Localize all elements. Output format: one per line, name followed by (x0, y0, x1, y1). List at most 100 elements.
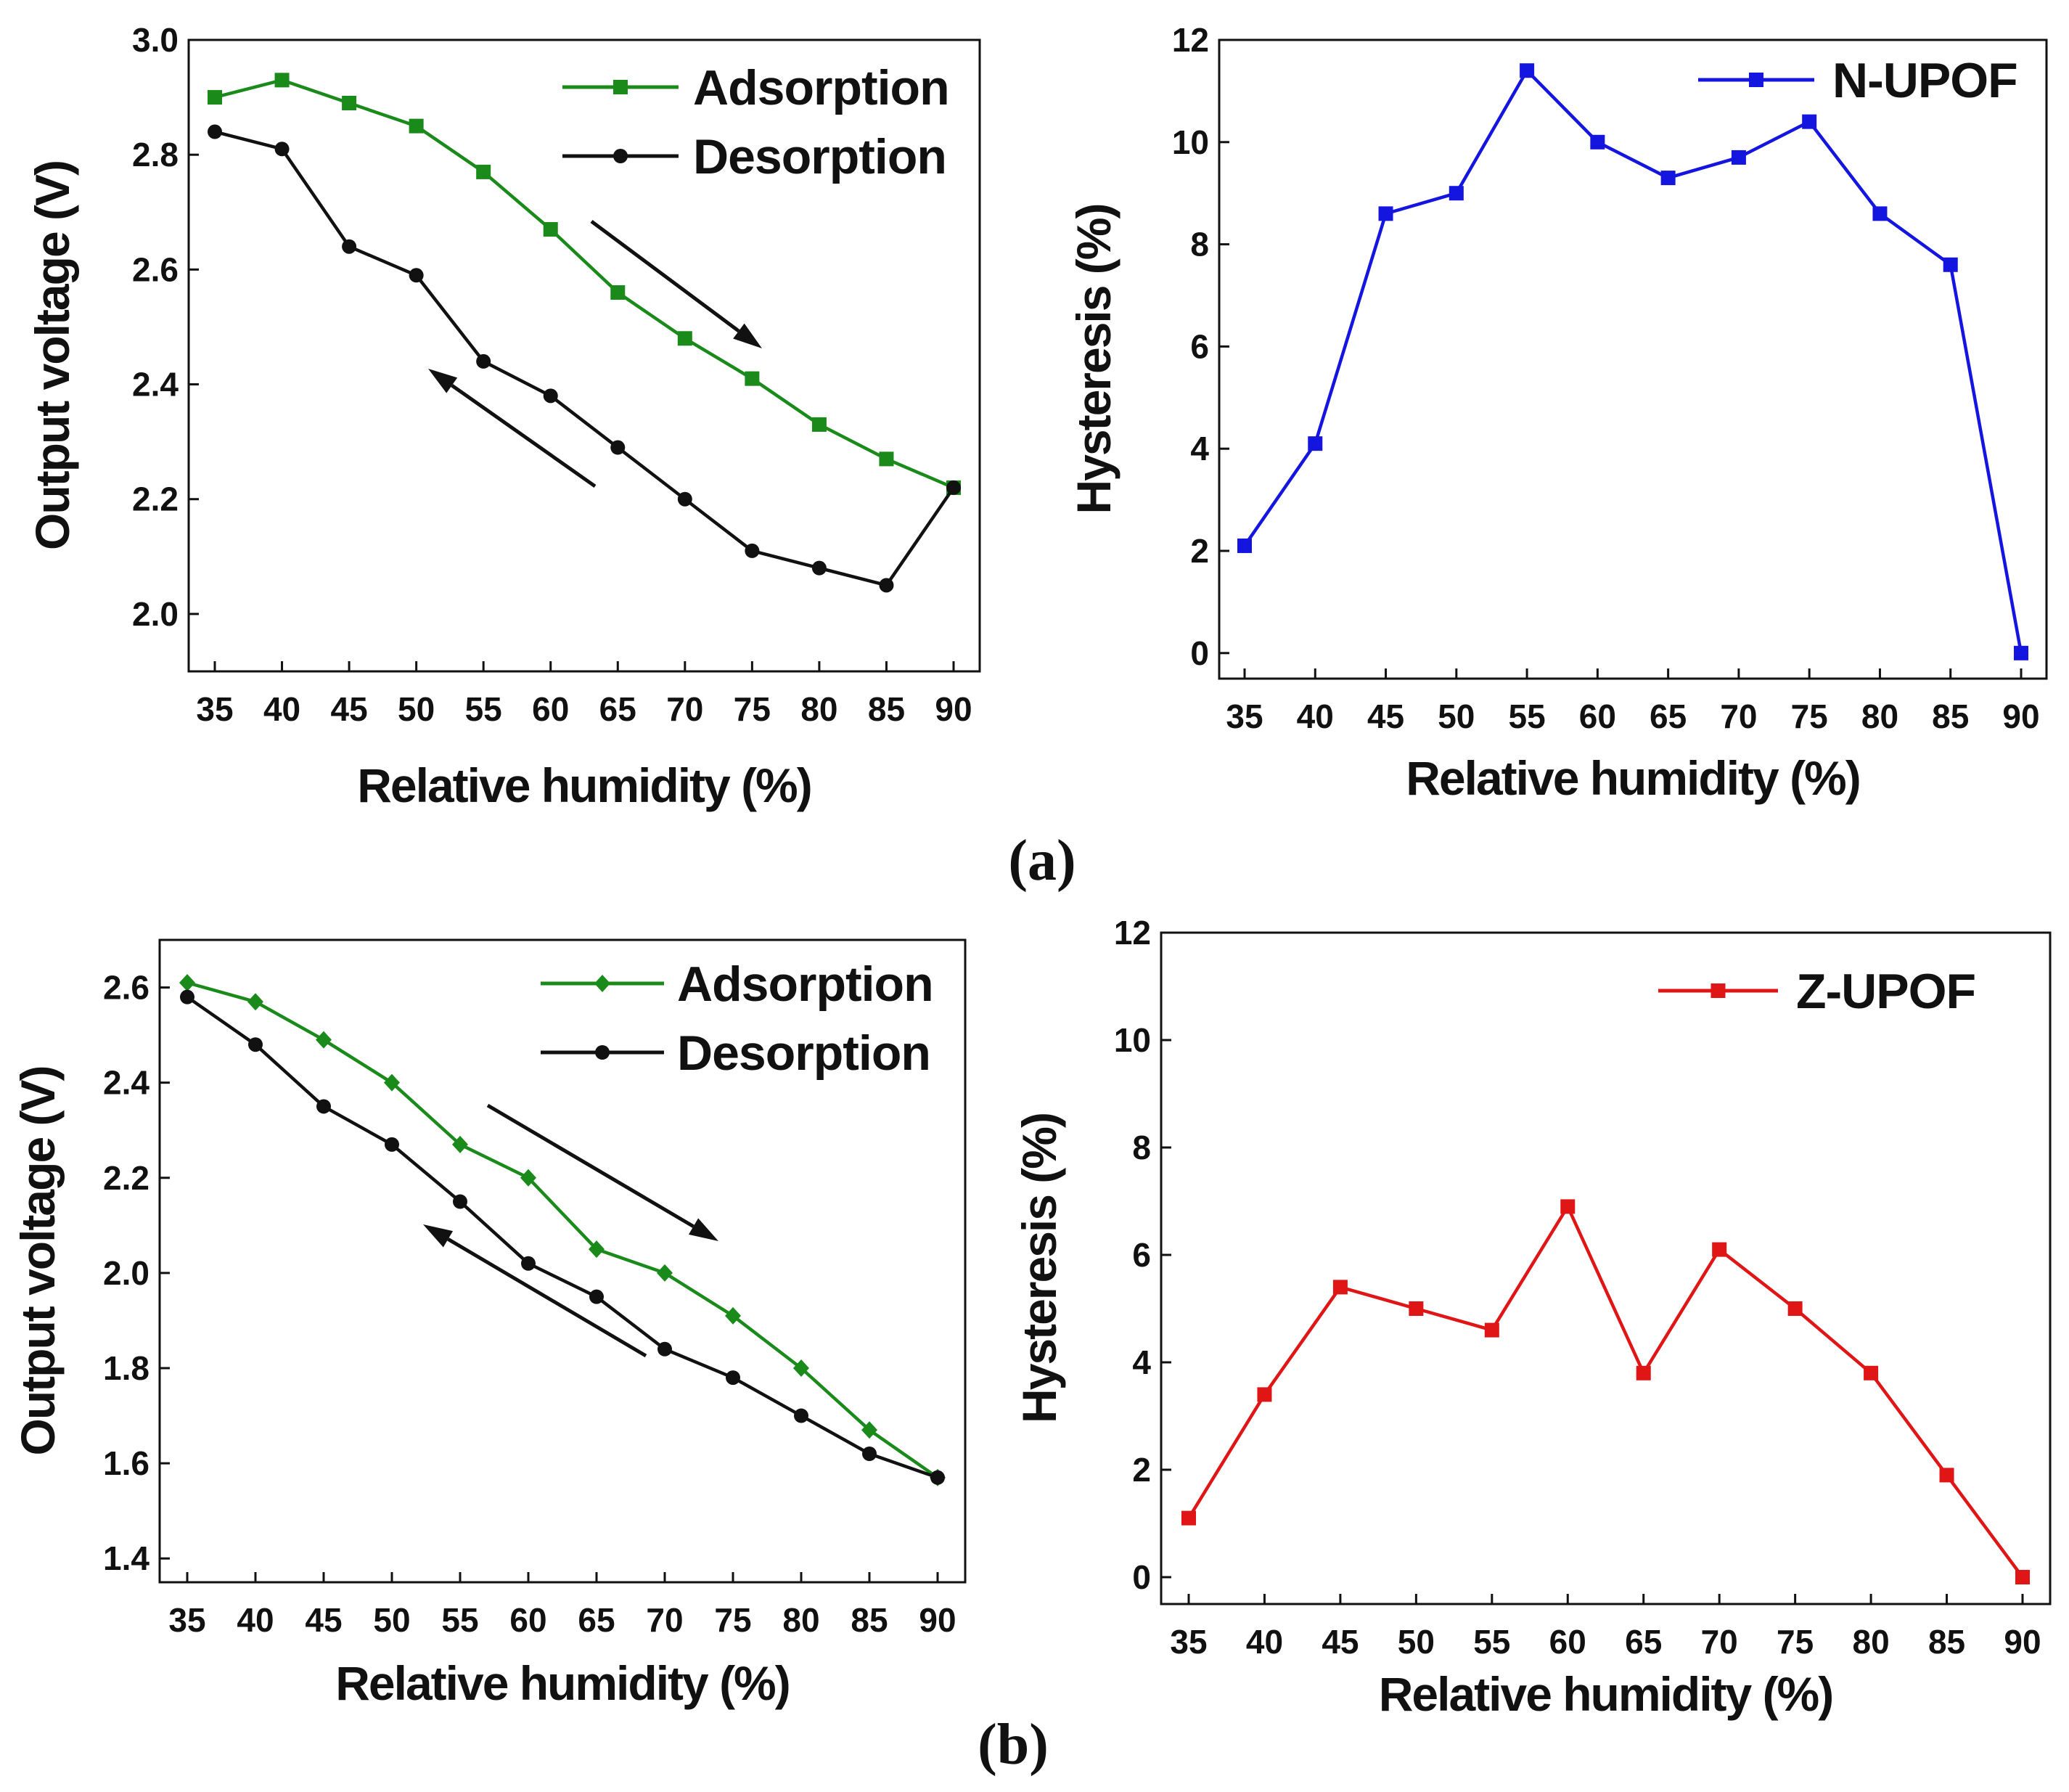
data-point (1409, 1301, 1424, 1316)
panel-label-a: (a) (1008, 829, 1076, 893)
legend-entry-desorption: Desorption (562, 129, 947, 184)
x-tick-label: 75 (734, 690, 771, 728)
data-point (247, 993, 263, 1011)
series-desorption (180, 989, 945, 1485)
data-point (793, 1359, 809, 1377)
x-tick-label: 50 (1438, 697, 1475, 735)
x-tick-label: 90 (2002, 697, 2039, 735)
x-tick-label: 65 (1650, 697, 1687, 735)
y-tick-label: 1.4 (103, 1539, 149, 1577)
data-point (208, 124, 222, 139)
chart-a-output-voltage: 2.0 2.2 2.4 2.6 2.8 3.0 35 40 45 50 55 60 65 70 75 80 85… (25, 21, 981, 812)
data-point (1636, 1365, 1651, 1380)
data-point (1449, 186, 1464, 201)
data-point (521, 1256, 536, 1271)
plot-frame (1218, 38, 2048, 680)
x-tick-label: 55 (1473, 1623, 1510, 1661)
data-point (930, 1470, 945, 1485)
x-tick-label: 70 (1720, 697, 1757, 735)
legend-entry-adsorption: Adsorption (562, 60, 950, 115)
x-tick-label: 50 (398, 690, 435, 728)
data-point (476, 164, 491, 179)
data-point (589, 1240, 605, 1259)
y-axis-label: Hysteresis (%) (1067, 205, 1120, 515)
y-tick-label: 2.4 (103, 1064, 149, 1102)
data-point (452, 1135, 468, 1153)
data-point (725, 1306, 741, 1325)
series-line (1243, 68, 2023, 654)
legend-label: Z-UPOF (1796, 964, 1975, 1019)
data-point (1731, 150, 1746, 165)
legend-marker (1749, 73, 1763, 87)
data-point (385, 1137, 399, 1152)
x-tick-label: 45 (305, 1601, 342, 1639)
x-tick-label: 75 (1791, 697, 1828, 735)
plot-frame (158, 938, 967, 1584)
x-tick-label: 65 (1625, 1623, 1662, 1661)
data-point (543, 222, 558, 237)
series-line (214, 78, 954, 489)
y-tick-label: 0 (1190, 634, 1209, 672)
x-tick-label: 70 (666, 690, 703, 728)
x-tick-label: 75 (1777, 1623, 1814, 1661)
direction-arrow-head (423, 1224, 454, 1248)
data-point (879, 451, 894, 467)
legend-label: N-UPOF (1832, 53, 2017, 108)
data-point (179, 974, 195, 991)
data-point (1560, 1199, 1576, 1214)
direction-arrow (486, 1103, 718, 1241)
series-line (214, 130, 955, 587)
data-point (342, 239, 357, 254)
y-axis-label: Output voltage (V) (25, 161, 79, 550)
data-point (589, 1289, 604, 1304)
y-tick-label: 2.6 (103, 969, 149, 1007)
x-tick-label: 80 (800, 690, 837, 728)
x-tick-label: 90 (2004, 1623, 2041, 1661)
data-point (520, 1169, 536, 1187)
legend-entry-n-upof: N-UPOF (1698, 53, 2018, 108)
x-tick-label: 40 (1297, 697, 1334, 735)
data-point (1864, 1365, 1879, 1380)
data-point (1939, 1468, 1954, 1483)
legend-label: Adsorption (677, 957, 933, 1012)
y-tick-label: 2.6 (132, 250, 179, 288)
data-point (180, 989, 194, 1005)
data-point (543, 388, 558, 404)
x-tick-label: 65 (599, 690, 636, 728)
data-point (208, 90, 222, 105)
x-tick-label: 60 (509, 1601, 546, 1639)
data-point (657, 1264, 673, 1282)
x-tick-label: 35 (1170, 1623, 1207, 1661)
y-tick-label: 2 (1190, 532, 1209, 570)
data-point (677, 491, 692, 507)
y-tick-label: 8 (1132, 1129, 1151, 1166)
legend-marker (613, 149, 628, 163)
data-point (1520, 63, 1535, 78)
data-point (1787, 1301, 1803, 1316)
series-line (187, 981, 939, 1479)
plot-frame (187, 38, 981, 673)
x-tick-label: 50 (1398, 1623, 1435, 1661)
data-point (1237, 538, 1252, 553)
x-tick-label: 55 (1509, 697, 1546, 735)
data-point (1308, 436, 1323, 451)
y-axis-label: Hysteresis (%) (1012, 1113, 1066, 1423)
x-tick-label: 85 (868, 690, 905, 728)
data-point (2014, 645, 2028, 660)
y-tick-label: 2.2 (103, 1159, 149, 1197)
x-axis-label: Relative humidity (%) (1406, 751, 1859, 805)
x-tick-label: 45 (1367, 697, 1404, 735)
direction-arrow-head (688, 1218, 718, 1241)
y-tick-label: 4 (1190, 430, 1209, 467)
legend-marker (595, 1045, 610, 1060)
x-tick-label: 80 (1861, 697, 1898, 735)
x-tick-label: 40 (237, 1601, 274, 1639)
data-point (862, 1447, 877, 1461)
data-point (476, 353, 491, 369)
direction-arrow-head (733, 323, 762, 348)
data-point (1872, 206, 1888, 221)
x-tick-label: 70 (646, 1601, 683, 1639)
y-tick-label: 12 (1114, 914, 1151, 952)
series-n-upof (1237, 63, 2028, 660)
x-tick-label: 75 (714, 1601, 751, 1639)
